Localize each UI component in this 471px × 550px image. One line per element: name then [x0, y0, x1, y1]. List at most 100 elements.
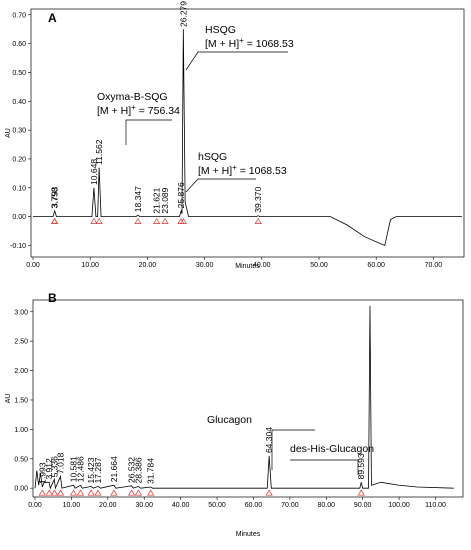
peak-label: 23.089 [160, 187, 170, 213]
x-tick-label: 10.00 [81, 262, 99, 269]
x-tick-label: 10.00 [63, 502, 81, 509]
x-tick-label: 70.00 [425, 262, 443, 269]
y-tick-label: 0.10 [12, 185, 26, 192]
peak-label: 26.279 [178, 1, 188, 27]
peak-marker [94, 489, 102, 496]
peak-marker [357, 489, 365, 496]
peak-label: 3.758 [49, 187, 59, 209]
x-tick-label: 60.00 [245, 502, 263, 509]
y-tick-label: 2.50 [14, 339, 28, 346]
peak-marker [254, 217, 262, 224]
y-tick-label: 0.30 [12, 128, 26, 135]
leader-line [185, 178, 256, 193]
peak-label: 5.336 [49, 456, 59, 478]
panel-label: B [48, 291, 57, 305]
peak-marker [95, 217, 103, 224]
peak-label: 3.793 [50, 186, 60, 208]
x-tick-label: 30.00 [135, 502, 153, 509]
x-tick-label: 20.00 [139, 262, 157, 269]
y-axis-title: AU [5, 128, 12, 138]
peak-marker [76, 489, 85, 496]
peak-label: 15.423 [86, 457, 96, 483]
y-tick-label: 0.50 [14, 456, 28, 463]
peak-label: 31.784 [146, 458, 156, 484]
annotation-name: HSQG [205, 24, 236, 36]
peak-marker [50, 489, 59, 496]
x-tick-label: 70.00 [281, 502, 299, 509]
x-tick-label: 20.00 [99, 502, 117, 509]
y-tick-label: 0.00 [14, 486, 28, 493]
peak-marker [87, 489, 95, 496]
annotation-name: hSQG [198, 151, 227, 163]
y-tick-label: 0.70 [12, 12, 26, 19]
peak-marker [38, 489, 46, 496]
y-tick-label: 1.50 [14, 397, 28, 404]
y-tick-label: 0.40 [12, 99, 26, 106]
y-tick-label: 3.00 [14, 309, 28, 316]
leader-line [290, 459, 359, 475]
annotation-name: Oxyma-B-SQG [97, 91, 168, 103]
peak-marker [153, 217, 161, 224]
mass-suffix: = 756.34 [136, 105, 180, 117]
x-tick-label: 50.00 [208, 502, 226, 509]
peak-marker [127, 489, 136, 496]
x-axis-title: Minutes [236, 531, 261, 538]
peak-label: 64.304 [264, 427, 274, 453]
mass-suffix: = 1068.53 [244, 38, 294, 50]
peak-marker [147, 489, 155, 496]
peak-label: 7.018 [56, 452, 66, 474]
annotation-name: des-His-Glucagon [290, 443, 374, 455]
peak-marker [134, 489, 142, 496]
mass-prefix: [M + H] [97, 105, 131, 117]
peak-label: 12.486 [75, 456, 85, 482]
y-tick-label: 0.20 [12, 156, 26, 163]
peak-label: 39.370 [253, 186, 263, 212]
peak-label: 1.993 [37, 462, 47, 484]
plot-frame [30, 8, 465, 258]
peak-label: 11.562 [94, 139, 104, 165]
peak-marker [69, 489, 78, 496]
panel-label: A [48, 11, 57, 25]
chromatogram-trace [34, 305, 454, 490]
peak-marker [90, 217, 98, 224]
peak-marker [51, 217, 59, 224]
peak-label: 3.912 [44, 458, 54, 480]
x-tick-label: 0.00 [26, 262, 40, 269]
peak-marker [56, 489, 65, 496]
y-tick-label: 0.50 [12, 70, 26, 77]
x-tick-label: 90.00 [354, 502, 372, 509]
x-tick-label: 110.00 [425, 502, 446, 509]
mass-prefix: [M + H] [198, 165, 232, 177]
peak-marker [179, 217, 187, 224]
peak-marker [45, 489, 53, 496]
leader-line [125, 119, 172, 145]
leader-line [185, 51, 288, 71]
peak-marker [161, 217, 169, 224]
mass-prefix: [M + H] [205, 38, 239, 50]
peak-marker [110, 489, 118, 496]
y-tick-label: -0.10 [10, 243, 26, 250]
peak-label: 10.648 [89, 159, 99, 185]
y-tick-label: 1.00 [14, 427, 28, 434]
peak-label: 89.593 [356, 453, 366, 479]
x-tick-label: 0.00 [28, 502, 42, 509]
x-tick-label: 40.00 [172, 502, 190, 509]
x-tick-label: 80.00 [318, 502, 336, 509]
mass-sup: + [131, 103, 136, 112]
x-tick-label: 50.00 [310, 262, 328, 269]
chromatogram-trace [33, 29, 462, 247]
peak-label: 10.581 [69, 456, 79, 482]
peak-label: 17.287 [93, 457, 103, 483]
plot-frame [32, 299, 464, 498]
x-tick-label: 60.00 [367, 262, 385, 269]
annotation-mass: [M + H]+ = 756.34 [97, 103, 180, 117]
x-tick-label: 100.00 [388, 502, 410, 509]
y-axis-title: AU [5, 394, 12, 404]
mass-sup: + [232, 163, 237, 172]
mass-sup: + [239, 36, 244, 45]
peak-label: 26.532 [127, 457, 137, 483]
peak-label: 21.621 [152, 187, 162, 213]
annotation-mass: [M + H]+ = 1068.53 [205, 36, 294, 50]
annotation-name: Glucagon [207, 414, 252, 426]
annotation-mass: [M + H]+ = 1068.53 [198, 163, 287, 177]
